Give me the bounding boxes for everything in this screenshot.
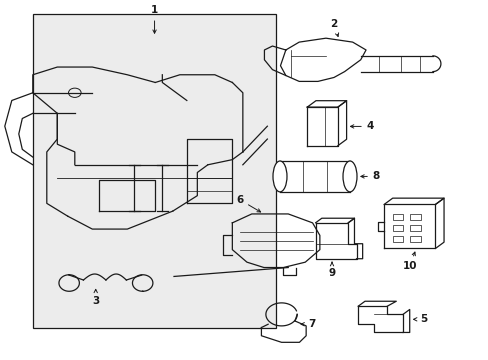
Text: 10: 10 — [402, 252, 416, 271]
Text: 6: 6 — [236, 195, 260, 212]
Bar — [392, 225, 403, 231]
Bar — [409, 236, 420, 242]
Text: 1: 1 — [151, 5, 158, 33]
Text: 3: 3 — [92, 289, 99, 306]
Text: 5: 5 — [413, 314, 427, 324]
Text: 2: 2 — [330, 19, 338, 36]
Bar — [392, 214, 403, 220]
Bar — [33, 14, 276, 328]
Bar — [409, 214, 420, 220]
Text: 8: 8 — [360, 171, 379, 181]
Text: 7: 7 — [301, 319, 315, 329]
Bar — [409, 225, 420, 231]
Bar — [392, 236, 403, 242]
Text: 9: 9 — [328, 262, 335, 278]
Text: 4: 4 — [350, 121, 373, 131]
Ellipse shape — [342, 161, 356, 192]
Ellipse shape — [272, 161, 286, 192]
